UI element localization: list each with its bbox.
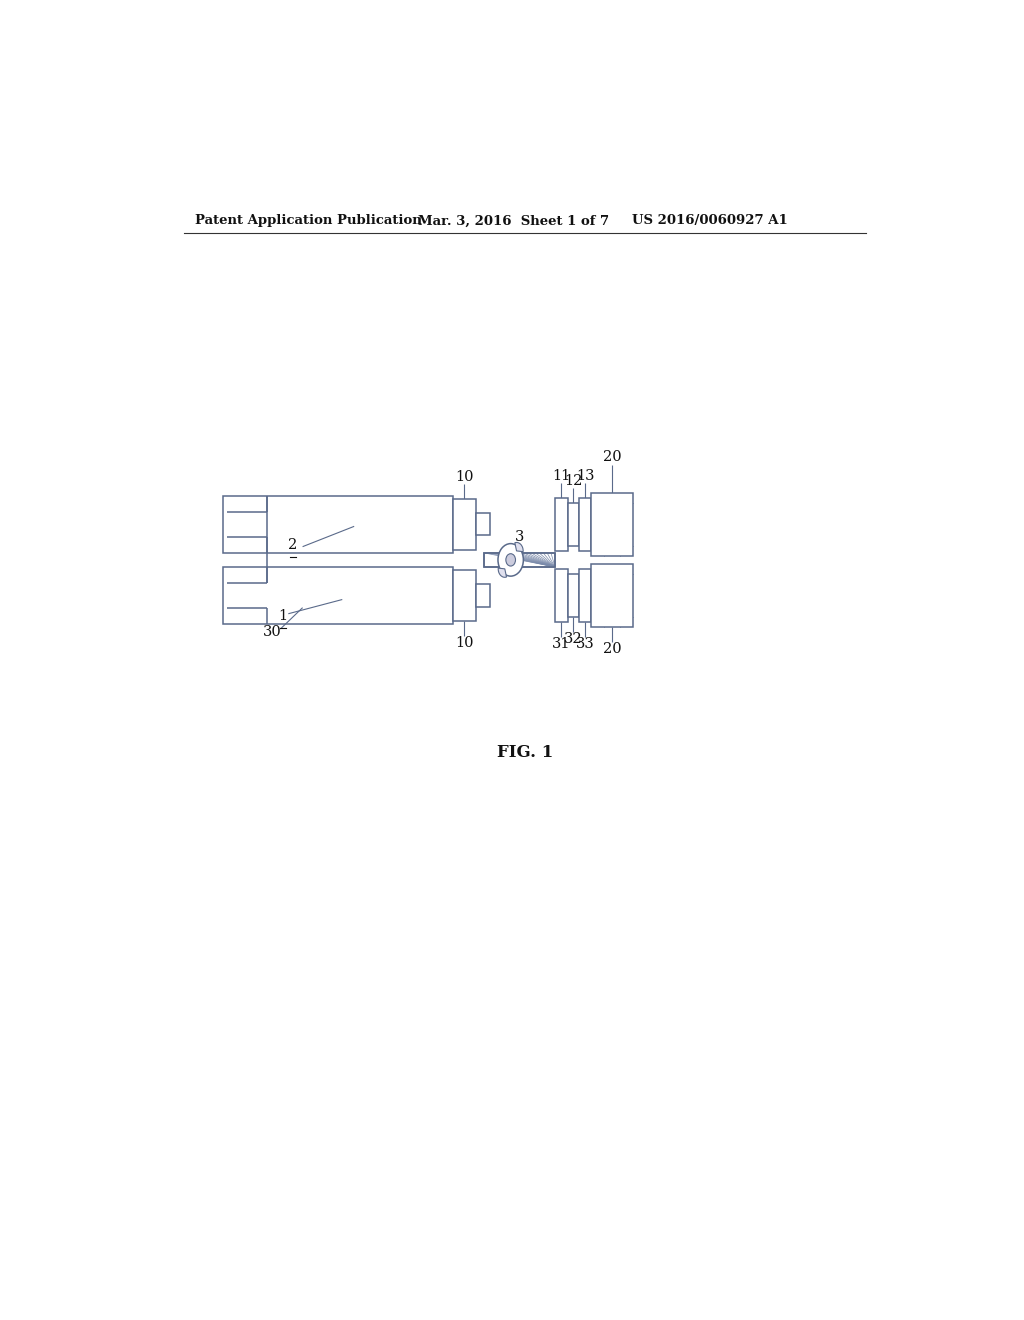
Bar [454, 570, 475, 620]
Text: 31: 31 [552, 638, 570, 651]
Text: 20: 20 [603, 450, 622, 465]
Bar [223, 568, 454, 624]
Bar [567, 574, 579, 616]
Wedge shape [499, 568, 507, 577]
Bar [454, 499, 475, 549]
Text: 13: 13 [575, 469, 594, 483]
Bar [483, 553, 555, 568]
Bar [592, 492, 633, 556]
Text: US 2016/0060927 A1: US 2016/0060927 A1 [632, 214, 787, 227]
Text: 10: 10 [456, 470, 474, 483]
Text: FIG. 1: FIG. 1 [497, 744, 553, 762]
Bar [475, 513, 489, 536]
Text: 33: 33 [575, 638, 595, 651]
Text: 32: 32 [564, 632, 583, 647]
Circle shape [506, 553, 515, 566]
Circle shape [498, 544, 523, 576]
Bar [223, 496, 454, 553]
Text: 3: 3 [514, 529, 524, 544]
Text: 11: 11 [552, 469, 570, 483]
Text: 30: 30 [263, 626, 282, 639]
Text: 12: 12 [564, 474, 583, 487]
Bar [475, 585, 489, 607]
Bar [579, 498, 592, 550]
Bar [592, 564, 633, 627]
Text: 20: 20 [603, 643, 622, 656]
Text: Mar. 3, 2016  Sheet 1 of 7: Mar. 3, 2016 Sheet 1 of 7 [418, 214, 609, 227]
Bar [579, 569, 592, 622]
Bar [555, 569, 567, 622]
Text: 2: 2 [289, 537, 298, 552]
Wedge shape [515, 543, 523, 552]
Bar [483, 553, 555, 568]
Bar [567, 503, 579, 545]
Text: 1: 1 [279, 609, 288, 623]
Text: 10: 10 [456, 636, 474, 651]
Text: Patent Application Publication: Patent Application Publication [196, 214, 422, 227]
Bar [555, 498, 567, 550]
